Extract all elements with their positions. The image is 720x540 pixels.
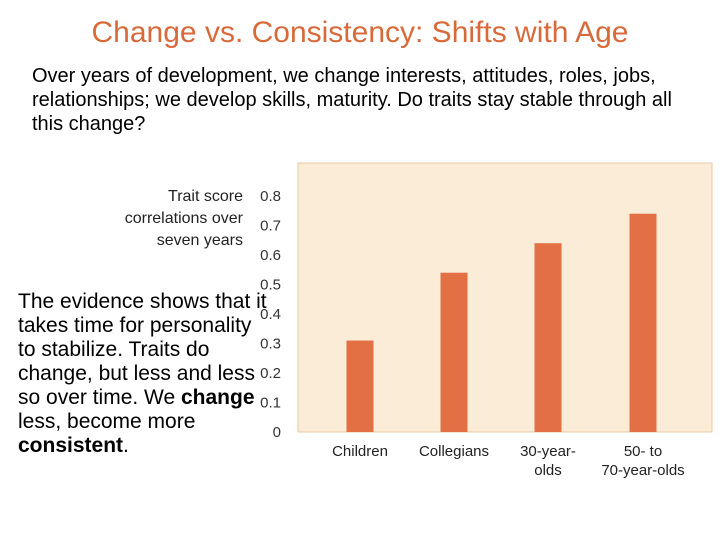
bar	[440, 272, 468, 432]
y-axis-label-line: correlations over	[125, 210, 244, 227]
evidence-text: The evidence shows that it takes time fo…	[18, 290, 273, 458]
y-axis-label-line: seven years	[157, 232, 243, 249]
evidence-bold-consistent: consistent	[18, 434, 124, 457]
y-tick-label: 0	[273, 424, 281, 441]
x-category-label: 50- to	[624, 443, 662, 460]
x-category-label: olds	[534, 462, 562, 479]
evidence-part-3: .	[123, 434, 129, 457]
y-tick-label: 0.6	[260, 247, 281, 264]
x-category-label: Children	[332, 443, 388, 460]
evidence-part-1: The evidence shows that it takes time fo…	[18, 290, 267, 409]
y-tick-label: 0.8	[260, 188, 281, 205]
bar	[534, 243, 562, 432]
x-category-label: Collegians	[419, 443, 489, 460]
plot-area	[297, 162, 713, 433]
evidence-bold-change: change	[181, 386, 255, 409]
x-category-label: 30-year-	[520, 443, 576, 460]
slide-title: Change vs. Consistency: Shifts with Age	[91, 16, 629, 49]
intro-text: Over years of development, we change int…	[32, 65, 672, 135]
y-tick-label: 0.7	[260, 218, 281, 235]
evidence-part-2: less, become more	[18, 410, 196, 433]
y-axis-label-line: Trait score	[168, 188, 243, 205]
bar	[346, 340, 374, 432]
x-category-label: 70-year-olds	[601, 462, 684, 479]
bar	[629, 213, 657, 432]
